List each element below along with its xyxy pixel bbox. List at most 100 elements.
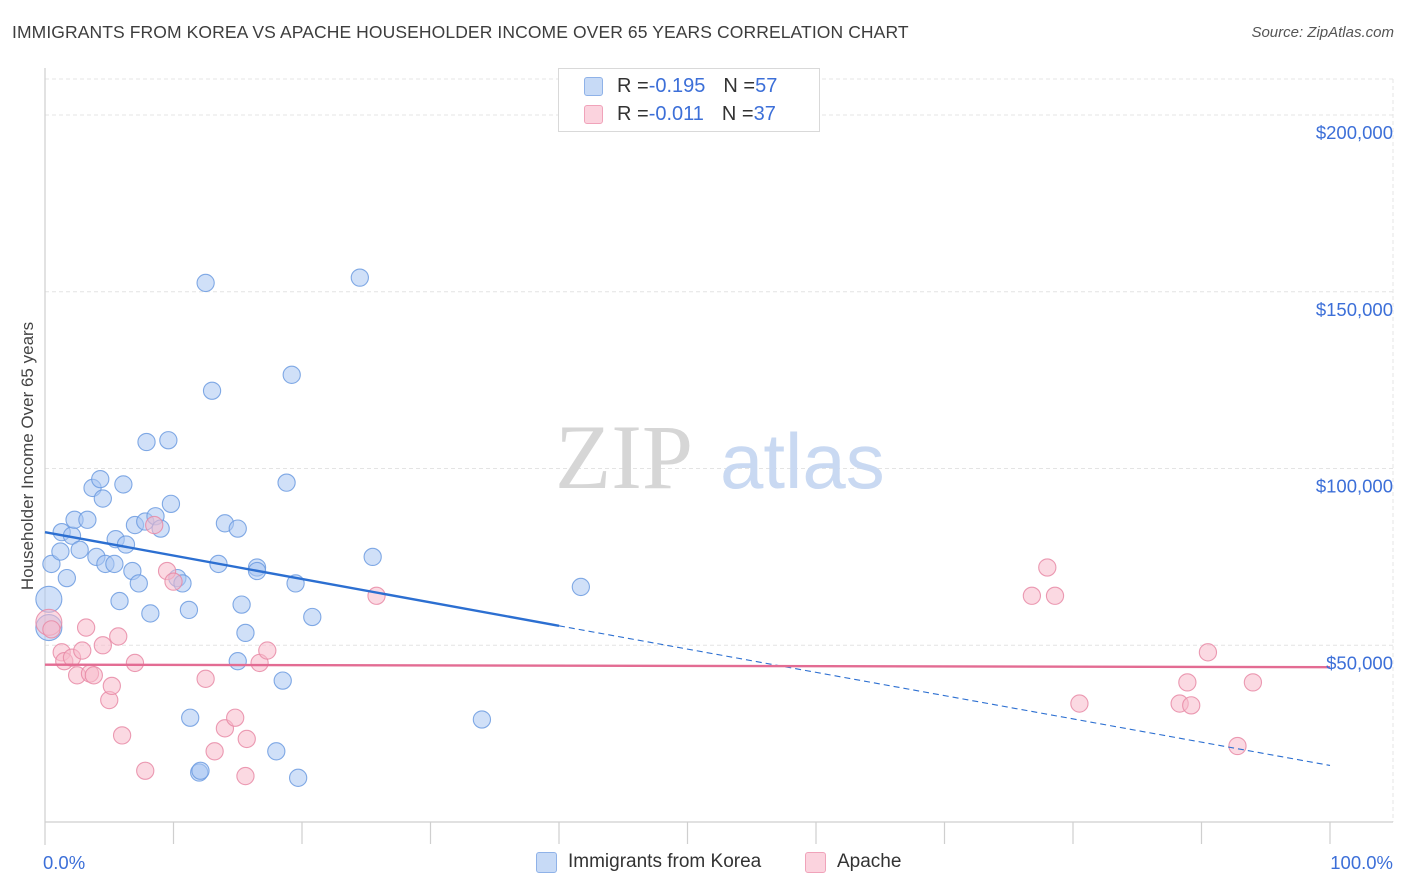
- point-korea: [303, 607, 322, 627]
- point-apache: [1182, 696, 1201, 715]
- y-tick-label: $200,000: [1316, 122, 1393, 143]
- legend-n-value: 57: [755, 74, 778, 97]
- point-korea: [159, 431, 178, 450]
- legend-n-label: N =: [721, 102, 754, 125]
- point-korea: [42, 554, 61, 574]
- point-korea: [472, 710, 492, 729]
- point-apache: [196, 669, 215, 688]
- y-tick-label: $100,000: [1316, 476, 1393, 497]
- watermark-zip: ZIP: [555, 406, 693, 508]
- series-swatch-korea: [536, 851, 557, 873]
- trend-korea-dashed: [558, 625, 1331, 766]
- axes: [44, 68, 1393, 845]
- y-tick-labels: $50,000 $100,000 $150,000 $200,000: [1316, 122, 1393, 673]
- point-apache: [102, 676, 121, 696]
- point-korea: [196, 273, 215, 293]
- point-korea: [228, 652, 247, 671]
- point-korea: [35, 585, 63, 613]
- legend-n-label: N =: [723, 74, 756, 97]
- point-apache: [164, 572, 183, 591]
- point-korea: [282, 365, 301, 384]
- y-tick-label: $50,000: [1326, 652, 1393, 673]
- point-apache: [84, 666, 103, 685]
- point-apache: [145, 515, 164, 535]
- point-apache: [1070, 694, 1089, 713]
- series-label-korea: Immigrants from Korea: [568, 851, 762, 872]
- point-korea: [93, 489, 112, 508]
- legend-row-korea: R = -0.195 N = 57: [559, 72, 777, 100]
- point-apache: [1038, 558, 1057, 577]
- series-legend: Immigrants from Korea Apache: [0, 851, 1406, 879]
- point-korea: [228, 519, 247, 538]
- point-korea: [91, 469, 110, 489]
- point-korea: [236, 623, 255, 643]
- point-korea: [191, 761, 210, 780]
- point-korea: [277, 473, 296, 492]
- point-apache: [76, 618, 96, 637]
- point-korea: [51, 542, 70, 561]
- data-points: [35, 268, 1263, 787]
- point-korea: [129, 574, 148, 593]
- point-apache: [1022, 586, 1042, 605]
- series-legend-korea[interactable]: Immigrants from Korea: [536, 851, 761, 873]
- point-apache: [367, 586, 386, 605]
- point-korea: [114, 475, 133, 494]
- point-apache: [1198, 643, 1218, 662]
- point-korea: [141, 604, 160, 623]
- y-tick-label: $150,000: [1316, 299, 1393, 320]
- point-apache: [1243, 673, 1263, 692]
- point-korea: [57, 568, 76, 588]
- series-swatch-apache: [805, 851, 826, 873]
- legend-swatch-korea: [584, 76, 603, 96]
- point-apache: [258, 641, 277, 660]
- point-korea: [105, 554, 124, 574]
- point-korea: [288, 768, 308, 787]
- point-apache: [205, 742, 224, 761]
- point-apache: [226, 708, 245, 727]
- legend-row-apache: R = -0.011 N = 37: [559, 100, 776, 128]
- point-korea: [70, 540, 89, 559]
- point-korea: [179, 600, 199, 620]
- point-korea: [161, 494, 181, 514]
- y-axis-label: Householder Income Over 65 years: [18, 322, 37, 590]
- legend-n-value: 37: [753, 102, 776, 125]
- point-korea: [202, 381, 222, 400]
- point-korea: [273, 671, 292, 690]
- point-korea: [571, 577, 590, 597]
- legend-r-value: -0.195: [648, 74, 706, 97]
- series-legend-apache[interactable]: Apache: [805, 851, 901, 873]
- point-apache: [1228, 736, 1247, 756]
- point-apache: [73, 641, 92, 660]
- point-apache: [125, 653, 145, 673]
- point-korea: [267, 742, 286, 761]
- x-tick-label-min: 0.0%: [43, 852, 85, 873]
- point-korea: [350, 268, 369, 287]
- point-korea: [116, 535, 136, 554]
- correlation-legend: R = -0.195 N = 57 R = -0.011 N = 37: [558, 68, 820, 132]
- x-tick-label-max: 100.0%: [1330, 852, 1393, 873]
- point-korea: [363, 547, 382, 567]
- series-label-apache: Apache: [837, 851, 902, 872]
- point-apache: [236, 766, 255, 786]
- point-apache: [93, 636, 112, 655]
- legend-r-label: R =: [617, 102, 649, 125]
- point-apache: [237, 729, 256, 749]
- watermark-atlas: atlas: [720, 417, 885, 505]
- point-korea: [232, 595, 251, 614]
- x-tick-labels: 0.0% 100.0%: [43, 852, 1393, 873]
- point-apache: [1045, 586, 1065, 605]
- legend-r-label: R =: [617, 74, 649, 97]
- trend-lines: [44, 530, 1331, 766]
- point-korea: [137, 432, 156, 452]
- point-apache: [109, 627, 128, 646]
- chart-title: IMMIGRANTS FROM KOREA VS APACHE HOUSEHOL…: [12, 22, 909, 42]
- point-apache: [112, 726, 132, 745]
- trend-apache: [44, 663, 1331, 669]
- point-apache: [1178, 673, 1197, 692]
- source-label: Source: ZipAtlas.com: [1251, 24, 1394, 41]
- legend-r-value: -0.011: [648, 102, 704, 125]
- point-korea: [78, 510, 97, 529]
- point-apache: [136, 761, 155, 780]
- legend-swatch-apache: [584, 104, 603, 124]
